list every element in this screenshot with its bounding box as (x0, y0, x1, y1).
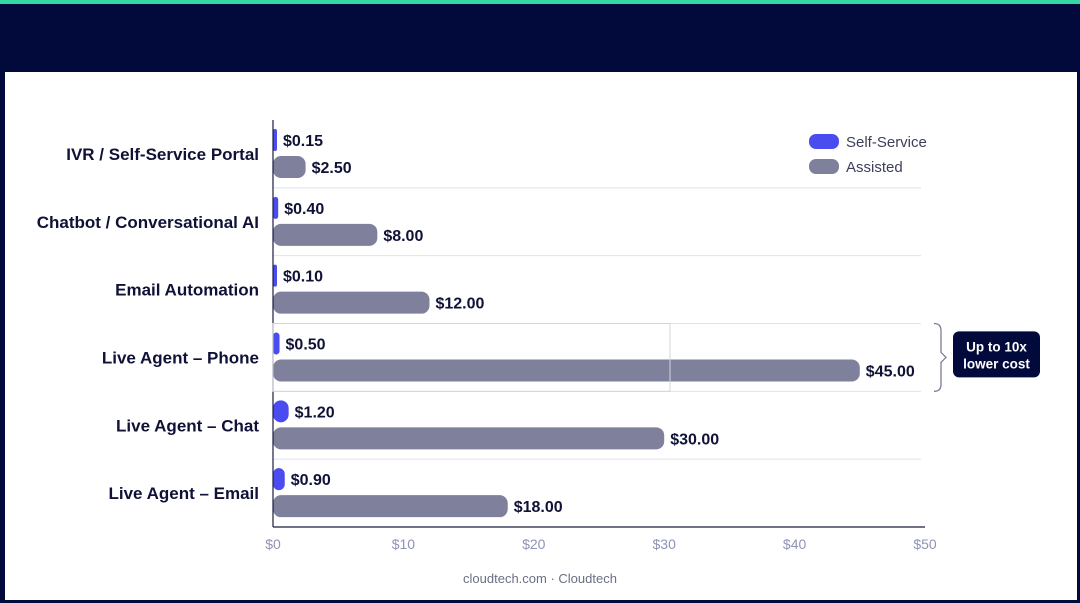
bar-self-service-email-automation (273, 264, 277, 287)
bar-assisted-live-agent-email (273, 495, 508, 518)
bar-self-service-live-agent-email (273, 468, 285, 491)
data-label-self-service-ivr-self-service-portal: $0.15 (283, 133, 323, 150)
data-label-assisted-chatbot-conversational-ai: $8.00 (383, 228, 423, 245)
data-label-self-service-live-agent-chat: $1.20 (295, 404, 335, 421)
data-label-self-service-live-agent-phone: $0.50 (286, 337, 326, 354)
category-label-live-agent-email: Live Agent – Email (108, 484, 259, 503)
bar-self-service-live-agent-chat (273, 400, 289, 423)
bar-self-service-ivr-self-service-portal (273, 129, 277, 151)
bar-assisted-live-agent-phone (273, 359, 860, 382)
chart-card: IVR / Self-Service Portal $0.15 $2.50 Chatb… (5, 72, 1077, 600)
x-tick-label: $20 (522, 536, 546, 552)
cost-comparison-chart: IVR / Self-Service Portal $0.15 $2.50 Chatb… (37, 120, 1040, 552)
legend-swatch-self-service (809, 134, 839, 149)
data-label-assisted-live-agent-chat: $30.00 (670, 431, 719, 448)
legend-label-assisted: Assisted (846, 159, 903, 176)
bar-assisted-live-agent-chat (273, 427, 665, 450)
bar-assisted-email-automation (273, 291, 430, 314)
data-label-self-service-live-agent-email: $0.90 (291, 472, 331, 489)
annotation-bracket (933, 322, 947, 392)
legend-label-self-service: Self-Service (846, 134, 927, 151)
data-label-assisted-live-agent-email: $18.00 (514, 499, 563, 516)
annotation-text-line: Up to 10x (966, 339, 1027, 354)
highlight-row-box (272, 323, 671, 392)
footer-source: cloudtech.com · Cloudtech (463, 571, 617, 586)
top-accent-bar (0, 0, 1080, 4)
data-label-assisted-live-agent-phone: $45.00 (866, 364, 915, 381)
bar-self-service-chatbot-conversational-ai (273, 196, 279, 219)
data-label-assisted-ivr-self-service-portal: $2.50 (312, 160, 352, 177)
category-label-live-agent-phone: Live Agent – Phone (102, 348, 259, 367)
x-tick-label: $30 (653, 536, 677, 552)
data-label-self-service-chatbot-conversational-ai: $0.40 (284, 201, 324, 218)
x-tick-label: $50 (913, 536, 937, 552)
bar-assisted-ivr-self-service-portal (273, 156, 306, 178)
category-label-email-automation: Email Automation (115, 281, 259, 300)
category-label-live-agent-chat: Live Agent – Chat (116, 416, 259, 435)
data-label-assisted-email-automation: $12.00 (435, 296, 484, 313)
x-tick-label: $40 (783, 536, 807, 552)
category-label-ivr-self-service-portal: IVR / Self-Service Portal (66, 145, 259, 164)
bar-assisted-chatbot-conversational-ai (273, 223, 378, 246)
data-label-self-service-email-automation: $0.10 (283, 269, 323, 286)
x-tick-label: $0 (265, 536, 281, 552)
bar-self-service-live-agent-phone (273, 332, 280, 355)
legend-swatch-assisted (809, 159, 839, 174)
annotation-text-line: lower cost (963, 356, 1030, 371)
category-label-chatbot-conversational-ai: Chatbot / Conversational AI (37, 213, 259, 232)
annotation-callout-box (953, 331, 1040, 378)
x-tick-label: $10 (392, 536, 416, 552)
